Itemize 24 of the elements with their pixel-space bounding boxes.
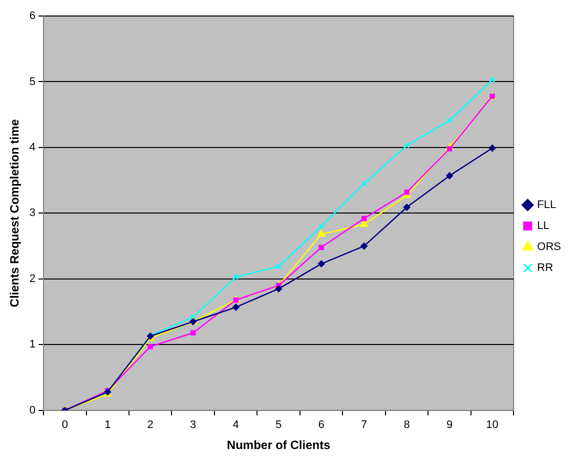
x-tick-label: 1 <box>104 419 111 432</box>
y-tick-label: 2 <box>29 272 36 285</box>
y-tick-label: 3 <box>29 207 36 220</box>
y-axis-title: Clients Request Completion time <box>8 118 22 308</box>
x-tick-label: 3 <box>190 419 196 432</box>
x-tick-label: 8 <box>404 419 410 432</box>
x-tick-label: 6 <box>318 419 324 432</box>
y-tick-label: 1 <box>29 338 36 351</box>
x-tick-label: 4 <box>232 419 239 432</box>
legend-label: ORS <box>537 241 562 254</box>
x-tick-label: 2 <box>147 419 154 432</box>
legend-label: FLL <box>537 199 556 212</box>
y-tick-label: 4 <box>29 142 36 154</box>
x-tick-label: 0 <box>62 419 68 432</box>
x-axis-title: Number of Clients <box>226 438 331 452</box>
x-tick-label: 7 <box>361 419 368 432</box>
x-tick-label: 9 <box>446 419 453 432</box>
y-tick-label: 5 <box>29 76 36 88</box>
x-tick-label: 10 <box>486 419 498 432</box>
legend-label: LL <box>537 220 550 232</box>
x-tick-label: 5 <box>276 419 282 432</box>
y-tick-label: 0 <box>29 404 36 416</box>
legend-label: RR <box>537 262 554 274</box>
y-tick-label: 6 <box>29 10 36 22</box>
